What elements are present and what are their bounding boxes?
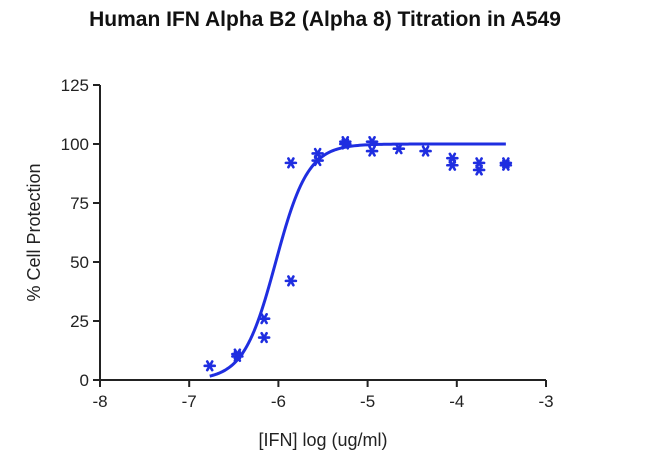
data-point	[257, 313, 271, 325]
y-axis-title: % Cell Protection	[24, 163, 44, 301]
x-tick-label: -5	[360, 392, 375, 411]
data-points-layer	[203, 136, 513, 372]
x-tick-label: -3	[538, 392, 553, 411]
data-point-stroke	[475, 164, 483, 176]
data-point	[311, 154, 324, 167]
data-point-stroke	[205, 360, 214, 372]
data-point	[338, 138, 352, 150]
x-tick-label: -6	[271, 392, 286, 411]
data-point	[472, 164, 486, 176]
data-point-stroke	[287, 275, 295, 287]
x-tick-label: -8	[92, 392, 107, 411]
y-tick-label: 125	[61, 76, 89, 95]
x-axis-title: [IFN] log (ug/ml)	[258, 430, 387, 450]
data-point	[499, 159, 513, 171]
y-tick-label: 100	[61, 135, 89, 154]
data-point-stroke	[502, 159, 510, 171]
y-tick-label: 50	[70, 253, 89, 272]
y-tick-label: 25	[70, 312, 89, 331]
x-tick-label: -4	[449, 392, 464, 411]
data-point	[284, 157, 298, 169]
y-tick-label: 75	[70, 194, 89, 213]
data-point	[203, 360, 217, 372]
data-point-stroke	[395, 143, 403, 155]
fit-curve-layer	[209, 142, 506, 378]
data-point-stroke	[233, 350, 242, 363]
axes: 0 25 50 75 100 125 -8 -7 -6 -5 -4 -3	[61, 76, 554, 411]
data-point-stroke	[421, 145, 430, 157]
data-point	[257, 331, 271, 344]
data-point-stroke	[368, 145, 376, 157]
data-point-stroke	[313, 154, 322, 167]
data-point-stroke	[341, 138, 350, 150]
data-point	[392, 143, 406, 155]
data-point	[419, 145, 432, 157]
y-tick-label: 0	[80, 371, 89, 390]
data-point	[284, 275, 298, 287]
data-point-stroke	[260, 313, 268, 325]
data-point-stroke	[260, 331, 268, 344]
chart-title: Human IFN Alpha B2 (Alpha 8) Titration i…	[89, 8, 561, 31]
data-point	[365, 136, 379, 148]
data-point	[365, 145, 379, 157]
data-point	[446, 159, 459, 171]
fit-curve	[209, 142, 506, 378]
data-point-stroke	[287, 157, 295, 169]
data-point	[231, 350, 244, 363]
data-point-stroke	[368, 136, 376, 148]
data-point-stroke	[448, 159, 457, 171]
x-tick-label: -7	[182, 392, 197, 411]
